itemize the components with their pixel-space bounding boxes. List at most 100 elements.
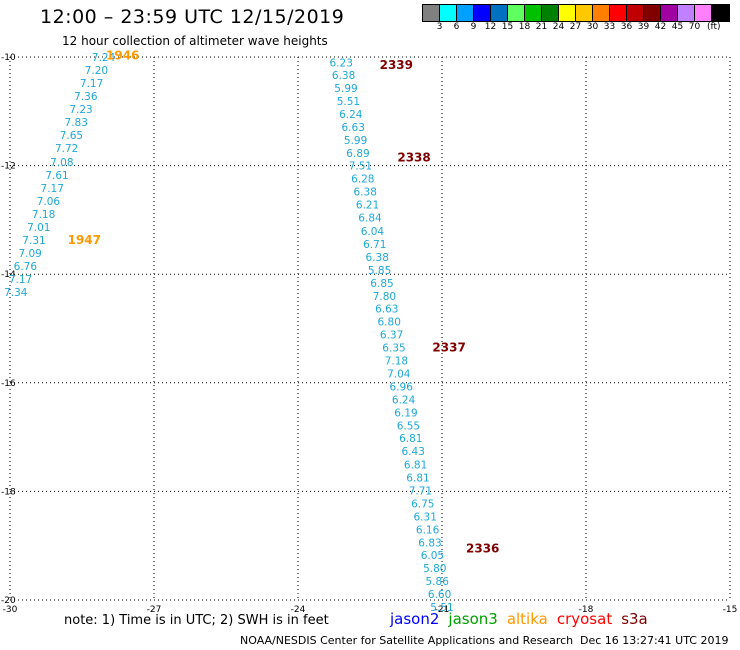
legend-label: 21 (535, 22, 548, 32)
satellite-name: jason3 (448, 610, 498, 628)
legend-swatch (423, 5, 440, 21)
legend-label: 33 (603, 22, 616, 32)
wave-height-value: 6.55 (397, 421, 420, 433)
legend-label: 36 (620, 22, 633, 32)
page-subtitle: 12 hour collection of altimeter wave hei… (62, 34, 328, 48)
time-labels: 1946 1947 2339 2338 2337 2336 (68, 48, 500, 555)
wave-height-value: 5.51 (337, 96, 360, 108)
wave-height-value: 6.23 (330, 57, 353, 69)
wave-height-value: 7.72 (55, 143, 78, 155)
wave-height-value: 7.20 (85, 65, 108, 77)
wave-height-value: 6.80 (378, 316, 401, 328)
wave-height-value: 7.09 (18, 248, 41, 260)
legend-label: 70 (688, 22, 701, 32)
wave-height-value: 7.71 (409, 485, 432, 497)
x-tick-label: -21 (435, 605, 450, 615)
time-label: 2338 (397, 150, 430, 164)
wave-height-value: 6.81 (406, 472, 429, 484)
y-tick-label: -20 (1, 596, 16, 606)
wave-height-value: 7.80 (373, 291, 396, 303)
legend-swatch (712, 5, 729, 21)
wave-height-value: 7.65 (60, 130, 83, 142)
wave-height-value: 6.81 (404, 459, 427, 471)
wave-height-value: 6.28 (351, 174, 374, 186)
footer-note: note: 1) Time is in UTC; 2) SWH is in fe… (64, 613, 329, 628)
wave-height-value: 6.05 (421, 550, 444, 562)
legend-label: 15 (501, 22, 514, 32)
legend-swatch (440, 5, 457, 21)
wave-height-value: 7.36 (74, 91, 98, 103)
wave-height-value: 6.84 (358, 213, 382, 225)
wave-height-value: 6.96 (390, 382, 414, 394)
wave-height-value: 7.61 (45, 170, 68, 182)
legend-label: 12 (484, 22, 497, 32)
time-label: 2336 (466, 541, 499, 555)
wave-height-value: 7.06 (37, 196, 61, 208)
wave-height-value: 5.85 (368, 265, 391, 277)
wave-height-value: 7.18 (385, 356, 408, 368)
wave-height-value: 6.63 (375, 303, 398, 315)
satellite-name: altika (506, 610, 548, 628)
wave-height-value: 7.04 (387, 369, 411, 381)
wave-height-value: 6.35 (382, 343, 405, 355)
wave-height-value: 6.83 (418, 537, 441, 549)
wave-height-value: 7.83 (65, 117, 88, 129)
wave-height-value: 6.76 (14, 261, 38, 273)
legend-swatch (542, 5, 559, 21)
legend-swatch (508, 5, 525, 21)
y-tick-label: -16 (1, 379, 16, 389)
wave-height-value: 6.19 (394, 408, 417, 420)
legend-swatch (678, 5, 695, 21)
legend-label: 9 (470, 22, 477, 32)
wave-height-value: 6.16 (416, 524, 440, 536)
legend-swatch (474, 5, 491, 21)
wave-height-value: 6.38 (366, 252, 389, 264)
wave-height-value: 5.99 (344, 135, 367, 147)
wave-height-value: 6.31 (414, 511, 437, 523)
wave-height-value: 6.81 (399, 433, 422, 445)
timestamp-text: Dec 16 13:27:41 UTC 2019 (580, 634, 729, 647)
wave-height-value: 7.08 (50, 157, 73, 169)
wave-height-value: 5.99 (334, 83, 357, 95)
credit-text: NOAA/NESDIS Center for Satellite Applica… (240, 634, 574, 647)
wave-height-value: 5.80 (423, 563, 446, 575)
satellite-name: jason2 (390, 610, 440, 628)
x-tick-label: -24 (291, 605, 306, 615)
legend-swatch (661, 5, 678, 21)
axis-ticks: -30 -27 -24 -21 -18 -15 -10 -12 -14 -16 -18 -20 (1, 53, 737, 615)
legend-swatch (627, 5, 644, 21)
wave-height-values: 7.247.207.177.367.237.837.657.727.087.61… (4, 52, 454, 614)
legend-label: 45 (671, 22, 684, 32)
wave-height-value: 6.21 (356, 200, 379, 212)
legend-label: 30 (586, 22, 599, 32)
wave-height-value: 7.18 (32, 209, 55, 221)
wave-height-value: 6.43 (402, 446, 425, 458)
y-tick-label: -18 (1, 487, 16, 497)
legend-unit: (ft) (707, 22, 721, 32)
legend-swatch (695, 5, 712, 21)
time-label: 2337 (432, 341, 465, 355)
legend-swatch (576, 5, 593, 21)
time-label: 1946 (106, 48, 139, 62)
legend-swatch (610, 5, 627, 21)
time-label: 1947 (68, 233, 101, 247)
legend-swatch (559, 5, 576, 21)
legend-swatch (491, 5, 508, 21)
legend-label: 39 (637, 22, 650, 32)
color-legend (422, 4, 730, 22)
wave-height-value: 5.86 (426, 576, 450, 588)
legend-label: 27 (569, 22, 582, 32)
legend-label: 18 (518, 22, 531, 32)
wave-height-value: 6.75 (411, 498, 434, 510)
wave-height-value: 6.37 (380, 329, 403, 341)
wave-height-value: 7.01 (27, 222, 50, 234)
satellite-name: s3a (621, 610, 648, 628)
x-tick-label: -15 (723, 605, 738, 615)
legend-swatch (525, 5, 542, 21)
time-label: 2339 (380, 58, 413, 72)
wave-height-value: 7.17 (80, 78, 103, 90)
map-grid (9, 56, 731, 601)
wave-height-value: 6.38 (332, 70, 355, 82)
wave-height-value: 7.34 (4, 287, 28, 299)
wave-height-value: 6.24 (392, 395, 416, 407)
